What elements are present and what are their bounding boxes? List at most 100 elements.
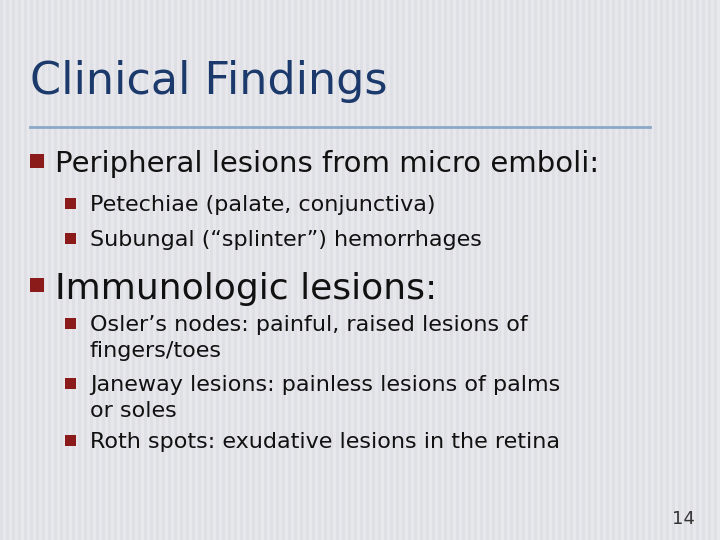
Bar <box>504 0 507 540</box>
Bar <box>300 0 302 540</box>
Bar <box>408 0 410 540</box>
Bar <box>180 0 183 540</box>
Text: Osler’s nodes: painful, raised lesions of
fingers/toes: Osler’s nodes: painful, raised lesions o… <box>90 315 528 361</box>
Bar <box>480 0 482 540</box>
Bar <box>492 0 495 540</box>
Bar <box>468 0 471 540</box>
Bar <box>65 435 76 446</box>
Bar <box>270 0 273 540</box>
Text: Peripheral lesions from micro emboli:: Peripheral lesions from micro emboli: <box>55 150 599 178</box>
Bar <box>342 0 345 540</box>
Bar <box>65 198 76 208</box>
Text: Immunologic lesions:: Immunologic lesions: <box>55 272 437 306</box>
Bar <box>660 0 662 540</box>
Bar <box>552 0 554 540</box>
Bar <box>324 0 327 540</box>
Bar <box>156 0 158 540</box>
Bar <box>6 0 9 540</box>
Bar <box>84 0 86 540</box>
Bar <box>168 0 171 540</box>
Bar <box>246 0 248 540</box>
Bar <box>126 0 129 540</box>
Bar <box>12 0 14 540</box>
Bar <box>78 0 81 540</box>
Bar <box>612 0 615 540</box>
Text: Subungal (“splinter”) hemorrhages: Subungal (“splinter”) hemorrhages <box>90 230 482 250</box>
Bar <box>174 0 176 540</box>
Bar <box>216 0 219 540</box>
Bar <box>462 0 464 540</box>
Bar <box>522 0 525 540</box>
Bar <box>0 0 3 540</box>
Bar <box>672 0 675 540</box>
Bar <box>678 0 680 540</box>
Bar <box>582 0 585 540</box>
Bar <box>65 318 76 328</box>
Bar <box>282 0 284 540</box>
Bar <box>516 0 518 540</box>
Bar <box>18 0 21 540</box>
Bar <box>570 0 572 540</box>
Bar <box>432 0 435 540</box>
Bar <box>642 0 644 540</box>
Bar <box>120 0 122 540</box>
Bar <box>210 0 212 540</box>
Bar <box>144 0 147 540</box>
Bar <box>426 0 428 540</box>
Bar <box>396 0 399 540</box>
Bar <box>234 0 237 540</box>
Bar <box>294 0 297 540</box>
Bar <box>420 0 423 540</box>
Bar <box>240 0 243 540</box>
Bar <box>222 0 225 540</box>
Bar <box>696 0 698 540</box>
Bar <box>456 0 459 540</box>
Bar <box>378 0 381 540</box>
Bar <box>65 233 76 244</box>
Bar <box>66 0 68 540</box>
Bar <box>510 0 513 540</box>
Bar <box>390 0 392 540</box>
Bar <box>42 0 45 540</box>
Bar <box>288 0 291 540</box>
Bar <box>654 0 657 540</box>
Bar <box>546 0 549 540</box>
Bar <box>366 0 369 540</box>
Bar <box>600 0 603 540</box>
Bar <box>65 377 76 388</box>
Bar <box>606 0 608 540</box>
Bar <box>576 0 579 540</box>
Bar <box>162 0 165 540</box>
Bar <box>228 0 230 540</box>
Bar <box>30 278 44 292</box>
Bar <box>594 0 597 540</box>
Bar <box>648 0 651 540</box>
Bar <box>534 0 536 540</box>
Bar <box>72 0 75 540</box>
Bar <box>306 0 309 540</box>
Text: Petechiae (palate, conjunctiva): Petechiae (palate, conjunctiva) <box>90 195 436 215</box>
Bar <box>276 0 279 540</box>
Bar <box>150 0 153 540</box>
Bar <box>402 0 405 540</box>
Bar <box>558 0 561 540</box>
Bar <box>330 0 333 540</box>
Bar <box>36 0 39 540</box>
Text: 14: 14 <box>672 510 695 528</box>
Bar <box>312 0 315 540</box>
Bar <box>636 0 639 540</box>
Bar <box>354 0 356 540</box>
Bar <box>264 0 266 540</box>
Bar <box>96 0 99 540</box>
Bar <box>102 0 104 540</box>
Bar <box>684 0 687 540</box>
Bar <box>624 0 626 540</box>
Bar <box>258 0 261 540</box>
Bar <box>564 0 567 540</box>
Bar <box>618 0 621 540</box>
Bar <box>588 0 590 540</box>
Text: Roth spots: exudative lesions in the retina: Roth spots: exudative lesions in the ret… <box>90 432 560 452</box>
Bar <box>498 0 500 540</box>
Bar <box>444 0 446 540</box>
Bar <box>486 0 489 540</box>
